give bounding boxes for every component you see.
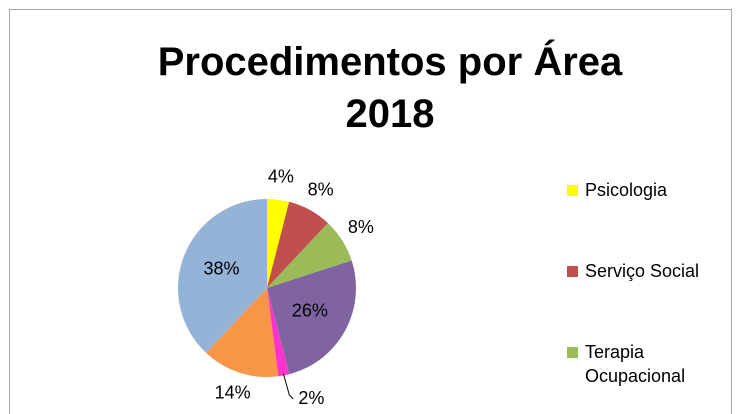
leader-line: [282, 373, 294, 400]
pie-slice: [267, 201, 328, 288]
legend-swatch: [567, 266, 578, 277]
pie-slice: [267, 288, 290, 377]
chart-title: Procedimentos por Área 2018: [157, 40, 623, 136]
data-label: 2%: [298, 388, 324, 408]
data-label: 26%: [292, 300, 328, 320]
pie-slice: [267, 199, 290, 288]
data-label: 38%: [203, 259, 239, 279]
legend-label: Serviço Social: [585, 261, 699, 281]
pie-slice: [178, 199, 267, 353]
pie-slice: [267, 223, 352, 288]
data-label: 14%: [215, 383, 251, 403]
pie-slice: [206, 288, 279, 377]
data-label: 4%: [268, 166, 294, 186]
data-label: 8%: [308, 179, 334, 199]
pie-slice: [267, 260, 356, 375]
legend-swatch: [567, 347, 578, 358]
legend-label: Terapia Ocupacional: [585, 342, 685, 386]
legend-label: Psicologia: [585, 180, 668, 200]
legend-swatch: [567, 185, 578, 196]
data-label: 8%: [348, 217, 374, 237]
chart-frame: [9, 9, 732, 414]
